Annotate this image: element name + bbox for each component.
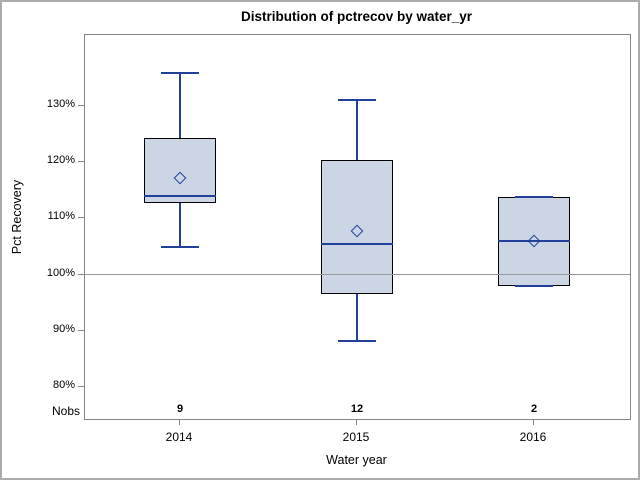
whisker-stem-top <box>356 99 358 160</box>
x-tick-mark <box>356 419 357 425</box>
y-tick-mark <box>78 105 84 106</box>
y-tick-label: 110% <box>47 210 75 223</box>
reference-line <box>85 274 630 276</box>
y-tick-label: 90% <box>52 322 75 335</box>
box-rect <box>144 138 216 204</box>
chart-title: Distribution of pctrecov by water_yr <box>240 9 473 24</box>
box-rect <box>321 159 393 295</box>
nobs-value: 12 <box>350 403 364 415</box>
nobs-value: 9 <box>176 403 184 415</box>
x-tick-mark <box>533 419 534 425</box>
whisker-cap-bottom <box>161 246 199 249</box>
y-tick-label: 80% <box>52 379 75 391</box>
x-tick-label: 2015 <box>342 430 370 444</box>
whisker-stem-bottom <box>356 294 358 341</box>
x-tick-mark <box>179 419 180 425</box>
whisker-cap-top <box>515 196 553 199</box>
whisker-cap-bottom <box>338 339 376 342</box>
whisker-cap-top <box>338 98 376 101</box>
nobs-value: 2 <box>530 403 538 415</box>
nobs-row-label: Nobs <box>51 404 80 418</box>
whisker-cap-top <box>161 72 199 75</box>
plot-area: 9 12 2 <box>84 34 631 420</box>
whisker-stem-bottom <box>179 203 181 248</box>
y-tick-mark <box>78 161 84 163</box>
y-tick-label: 100% <box>46 266 75 279</box>
whisker-stem-top <box>179 73 181 139</box>
median-line <box>321 243 393 246</box>
x-tick-label: 2016 <box>519 430 547 444</box>
y-tick-mark <box>78 217 84 219</box>
y-tick-mark <box>78 386 84 387</box>
median-line <box>498 239 570 242</box>
y-tick-mark <box>78 329 84 331</box>
y-tick-label: 130% <box>46 98 75 110</box>
y-tick-mark <box>78 273 84 275</box>
x-axis-title: Water year <box>326 453 387 467</box>
y-tick-label: 120% <box>46 154 75 167</box>
x-tick-label: 2014 <box>165 430 193 444</box>
median-line <box>144 194 216 197</box>
whisker-cap-bottom <box>515 284 553 287</box>
